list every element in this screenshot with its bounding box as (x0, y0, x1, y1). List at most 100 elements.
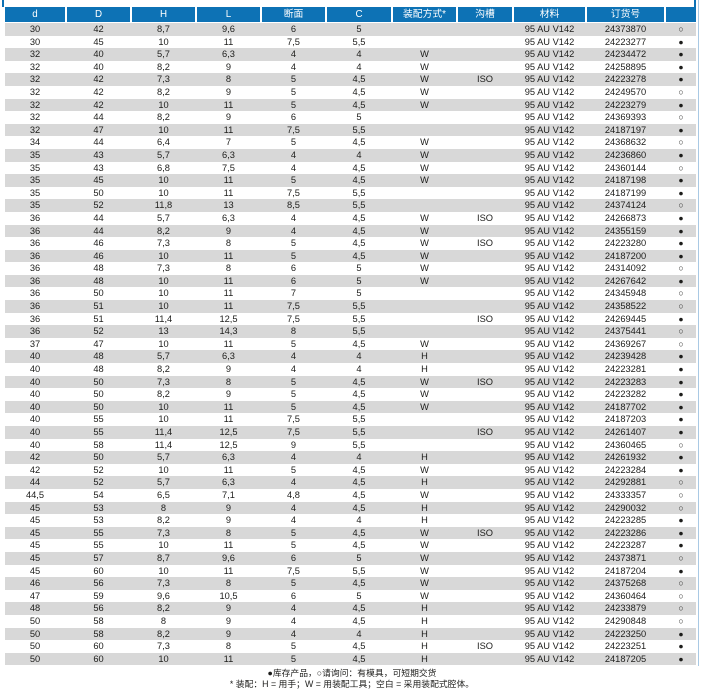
table-row: 30 42 8,7 9,6 6 5 95 AU V142 24373870 ○ (5, 23, 696, 36)
cell-D: 52 (93, 200, 104, 211)
cell-cross-section: 4 (290, 502, 297, 513)
availability-indicator: ● (678, 414, 684, 425)
availability-indicator: ○ (678, 112, 684, 123)
cell-H: 10 (158, 414, 169, 425)
cell-H: 7,3 (157, 578, 170, 589)
cell-groove: ISO (476, 376, 493, 387)
cell-L: 6,3 (222, 477, 235, 488)
cell-H: 5,7 (157, 351, 170, 362)
cell-C: 5 (356, 24, 362, 34)
cell-L: 9 (225, 502, 232, 513)
table-row: 30 45 10 11 7,5 5,5 95 AU V142 24223277 ● (5, 35, 696, 49)
header-cell-assembly-method: 装配方式* (393, 7, 458, 22)
cell-d: 45 (29, 502, 41, 513)
cell-C: 4 (356, 364, 362, 375)
cell-d: 36 (29, 263, 41, 274)
table-row: 40 50 8,2 9 5 4,5 W 95 AU V142 24223282 ● (5, 388, 696, 401)
cell-groove (458, 124, 514, 137)
cell-cross-section: 7,5 (287, 427, 300, 437)
cell-order-number: 24223285 (604, 515, 647, 526)
availability-indicator: ● (678, 401, 684, 412)
cell-order-number: 24375268 (604, 578, 647, 589)
availability-indicator: ● (678, 187, 684, 198)
cell-material: 95 AU V142 (524, 301, 575, 312)
cell-material: 95 AU V142 (524, 439, 575, 450)
cell-assembly-method (393, 111, 458, 124)
cell-material: 95 AU V142 (524, 212, 575, 223)
cell-H: 8,7 (157, 552, 170, 563)
cell-cross-section: 7,5 (287, 301, 300, 312)
cell-L: 11 (223, 338, 234, 349)
cell-C: 4 (356, 149, 362, 160)
cell-cross-section: 4 (290, 351, 297, 362)
cell-cross-section: 4 (290, 364, 297, 375)
cell-order-number: 24269445 (604, 313, 647, 324)
cell-d: 45 (29, 565, 41, 576)
cell-groove (458, 628, 514, 641)
availability-indicator: ○ (678, 502, 684, 513)
cell-assembly-method: W (420, 552, 429, 563)
cell-d: 48 (29, 603, 41, 614)
cell-order-number: 24314092 (604, 263, 647, 274)
cell-C: 4,5 (352, 615, 366, 626)
cell-D: 42 (93, 99, 104, 110)
cell-L: 9 (225, 61, 232, 72)
cell-H: 8,2 (157, 61, 170, 72)
cell-D: 59 (93, 590, 104, 601)
cell-order-number: 24234472 (604, 49, 647, 60)
cell-assembly-method: W (420, 238, 429, 249)
cell-order-number: 24360464 (604, 590, 647, 601)
cell-C: 5,5 (352, 439, 366, 450)
cell-H: 10 (158, 540, 169, 551)
cell-D: 48 (93, 351, 104, 362)
cell-assembly-method (393, 36, 458, 49)
cell-d: 36 (29, 326, 41, 337)
cell-cross-section: 5 (290, 338, 297, 349)
cell-cross-section: 5 (290, 238, 297, 249)
table-row: 47 59 9,6 10,5 6 5 W 95 AU V142 24360464 ○ (5, 589, 696, 603)
cell-order-number: 24369267 (604, 338, 647, 349)
cell-d: 42 (29, 452, 41, 463)
cell-material: 95 AU V142 (524, 628, 575, 639)
table-row: 40 50 10 11 5 4,5 W 95 AU V142 24187702 ● (5, 400, 696, 414)
cell-D: 46 (93, 250, 104, 261)
cell-d: 35 (29, 175, 41, 186)
cell-d: 40 (29, 427, 41, 437)
cell-C: 4,5 (352, 74, 366, 85)
cell-material: 95 AU V142 (524, 641, 575, 652)
availability-indicator: ○ (678, 615, 684, 626)
table-row: 36 51 10 11 7,5 5,5 95 AU V142 24358522 ○ (5, 300, 696, 313)
cell-cross-section: 7,5 (287, 565, 300, 576)
cell-C: 4,5 (352, 603, 366, 614)
cell-D: 50 (93, 187, 104, 198)
cell-C: 5 (356, 112, 362, 123)
cell-D: 45 (93, 175, 104, 186)
cell-L: 9,6 (222, 24, 235, 34)
cell-D: 40 (93, 49, 104, 60)
cell-groove (458, 162, 514, 175)
cell-L: 8 (225, 238, 232, 249)
cell-groove (458, 464, 514, 477)
cell-groove (458, 275, 514, 288)
cell-C: 4,5 (352, 137, 366, 148)
cell-cross-section: 5 (290, 401, 297, 412)
cell-H: 8,2 (157, 86, 170, 97)
cell-cross-section: 5 (290, 578, 297, 589)
cell-L: 11 (223, 301, 234, 312)
cell-H: 11,4 (154, 439, 173, 450)
cell-cross-section: 4 (290, 452, 297, 463)
availability-indicator: ● (678, 61, 684, 72)
cell-L: 12,5 (219, 427, 238, 437)
cell-assembly-method (393, 426, 458, 439)
cell-assembly-method: W (420, 74, 429, 85)
cell-D: 60 (93, 653, 104, 664)
cell-d: 35 (29, 162, 41, 173)
cell-D: 57 (93, 552, 104, 563)
cell-assembly-method: W (420, 99, 429, 110)
cell-assembly-method (393, 439, 458, 452)
cell-cross-section: 7,5 (287, 187, 300, 198)
cell-d: 35 (29, 200, 41, 211)
cell-C: 4,5 (352, 527, 366, 538)
table-row: 37 47 10 11 5 4,5 W 95 AU V142 24369267 ○ (5, 337, 696, 351)
cell-cross-section: 4,8 (287, 489, 300, 500)
